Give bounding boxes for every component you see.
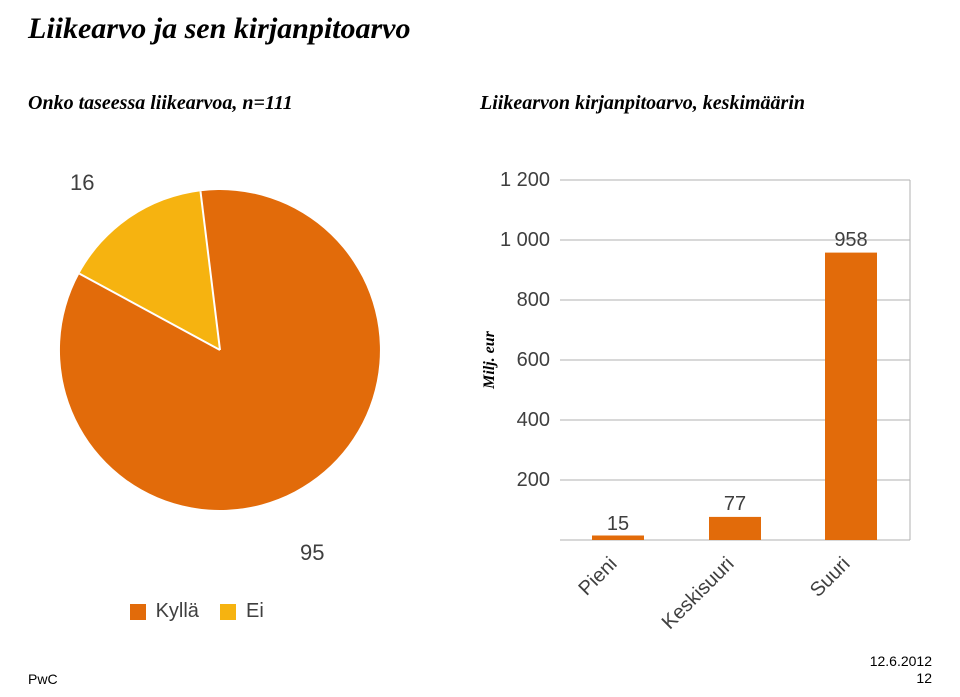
subtitle-left: Onko taseessa liikearvoa, n=111 (28, 92, 448, 115)
footer-date: 12.6.2012 (870, 653, 932, 670)
bar-value-keskisuuri: 77 (724, 493, 746, 515)
legend-swatch-kylla (130, 604, 146, 620)
legend-label-kylla: Kyllä (156, 600, 199, 622)
bar-chart-svg: 200 400 600 800 1 000 1 200 Milj. eur 15… (480, 160, 920, 640)
ytick-600: 600 (517, 349, 550, 371)
bar-ylabel: Milj. eur (481, 330, 498, 390)
subtitle-right: Liikearvon kirjanpitoarvo, keskimäärin (480, 92, 900, 115)
ytick-1200: 1 200 (500, 169, 550, 191)
bar-suuri (825, 253, 877, 540)
bar-keskisuuri (709, 517, 761, 540)
page-title: Liikearvo ja sen kirjanpitoarvo (28, 12, 411, 46)
pie-legend: Kyllä Ei (130, 600, 280, 623)
footer-left: PwC (28, 671, 58, 687)
bar-cat-keskisuuri: Keskisuuri (658, 553, 739, 634)
bar-pieni (592, 536, 644, 541)
pie-chart-svg (40, 160, 400, 520)
bar-value-pieni: 15 (607, 513, 629, 535)
ytick-200: 200 (517, 469, 550, 491)
pie-slice-label-ei: 16 (70, 170, 94, 196)
ytick-400: 400 (517, 409, 550, 431)
bar-yticks: 200 400 600 800 1 000 1 200 (500, 169, 550, 491)
bar-cat-pieni: Pieni (575, 553, 622, 600)
bar-cat-suuri: Suuri (806, 553, 855, 602)
ytick-800: 800 (517, 289, 550, 311)
footer-page-number: 12 (870, 670, 932, 687)
legend-swatch-ei (220, 604, 236, 620)
legend-label-ei: Ei (246, 600, 264, 622)
pie-slice-label-kylla: 95 (300, 540, 324, 566)
bar-chart-area: 200 400 600 800 1 000 1 200 Milj. eur 15… (480, 160, 920, 640)
footer-right: 12.6.2012 12 (870, 653, 932, 687)
ytick-1000: 1 000 (500, 229, 550, 251)
bar-category-labels: Pieni Keskisuuri Suuri (575, 553, 855, 634)
pie-chart-area: 16 95 Kyllä Ei (40, 160, 440, 600)
bar-value-suuri: 958 (834, 229, 867, 251)
